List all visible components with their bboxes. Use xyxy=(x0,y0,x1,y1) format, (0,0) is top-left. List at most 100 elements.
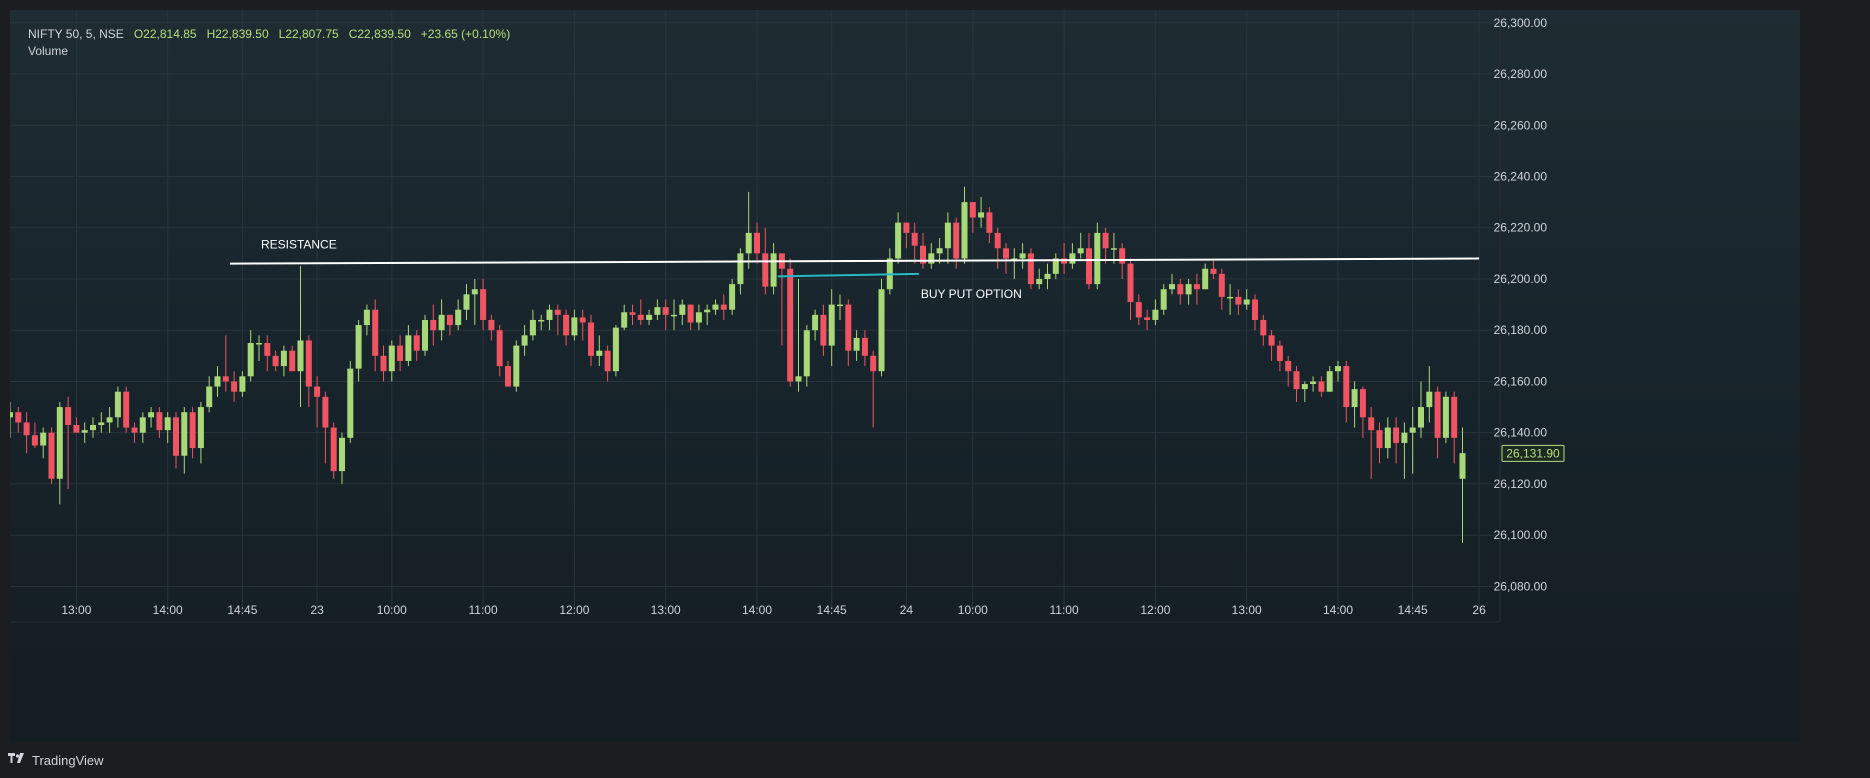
candle-body xyxy=(1376,430,1383,449)
candle-body xyxy=(1086,248,1092,285)
candle-body xyxy=(687,304,694,323)
candle-body xyxy=(1393,427,1400,443)
x-tick-label: 14:00 xyxy=(742,603,772,617)
candle-body xyxy=(671,314,677,317)
candle-body xyxy=(1310,381,1317,385)
candle-body xyxy=(65,407,72,425)
x-tick-label: 24 xyxy=(900,603,914,617)
candle-body xyxy=(621,312,628,328)
candle-body xyxy=(521,335,528,346)
candle-body xyxy=(222,376,229,382)
last-price-badge xyxy=(1501,444,1565,462)
candle-body xyxy=(754,232,760,254)
last-price-label: 26,131.90 xyxy=(1506,446,1560,460)
resistance-label: RESISTANCE xyxy=(261,238,337,252)
x-tick-label: 10:00 xyxy=(958,603,988,617)
candle-body xyxy=(812,314,819,331)
candle-body xyxy=(986,212,993,233)
candle-body xyxy=(588,322,594,356)
candle-body xyxy=(114,391,121,418)
candle-body xyxy=(1160,289,1167,310)
candle-body xyxy=(961,202,968,259)
candle-body xyxy=(422,319,428,351)
candle-body xyxy=(513,345,520,387)
candle-body xyxy=(73,424,80,433)
chart-plot-area[interactable]: 26,300.00 26,280.00 26,260.00 26,240.00 26,2… xyxy=(10,10,1800,742)
x-tick-label: 14:00 xyxy=(1323,603,1353,617)
tradingview-logo-icon[interactable] xyxy=(8,752,26,768)
candle-body xyxy=(920,245,926,264)
candle-body xyxy=(1036,278,1043,285)
candle-body xyxy=(31,435,38,446)
candle-body xyxy=(363,309,370,326)
volume-label[interactable]: Volume xyxy=(28,44,69,58)
candle-body xyxy=(173,417,179,456)
candle-body xyxy=(206,386,213,408)
y-tick-label: 26,200.00 xyxy=(1494,272,1548,286)
candle-body xyxy=(505,366,511,387)
candle-body xyxy=(1301,384,1308,390)
candle-body xyxy=(1260,319,1267,336)
candle-body xyxy=(471,289,478,295)
candle-body xyxy=(762,253,769,287)
candle-body xyxy=(446,314,453,326)
y-tick-label: 26,160.00 xyxy=(1494,374,1548,388)
candle-body xyxy=(936,248,943,254)
chart-legend: NIFTY 50, 5, NSE O22,814.85 H22,839.50 L… xyxy=(28,26,510,60)
candle-body xyxy=(720,304,727,310)
y-tick-label: 26,140.00 xyxy=(1494,426,1548,440)
candle-body xyxy=(1119,248,1126,264)
candle-body xyxy=(314,386,321,397)
candle-body xyxy=(563,314,570,336)
candle-body xyxy=(787,268,794,382)
y-tick-label: 26,240.00 xyxy=(1494,170,1548,184)
x-tick-label: 12:00 xyxy=(559,603,589,617)
candle-body xyxy=(1343,366,1350,408)
candle-body xyxy=(81,430,88,433)
candle-body xyxy=(612,327,619,372)
candle-body xyxy=(48,432,55,479)
candle-body xyxy=(737,253,744,285)
candle-body xyxy=(189,412,196,449)
candle-body xyxy=(372,309,379,356)
candle-body xyxy=(197,407,204,449)
low-value: L22,807.75 xyxy=(278,27,339,41)
candlestick-chart[interactable]: 26,300.00 26,280.00 26,260.00 26,240.00 26,2… xyxy=(10,10,1800,742)
y-tick-label: 26,180.00 xyxy=(1494,323,1548,337)
candle-body xyxy=(123,391,130,428)
x-tick-label: 13:00 xyxy=(651,603,681,617)
candle-body xyxy=(745,232,752,254)
candle-body xyxy=(239,376,246,392)
candle-body xyxy=(1418,407,1424,428)
change-value: +23.65 (+0.10%) xyxy=(420,27,511,41)
candle-body xyxy=(1193,284,1200,290)
y-tick-label: 26,300.00 xyxy=(1494,16,1548,30)
candle-body xyxy=(654,307,661,315)
candle-body xyxy=(397,345,404,361)
y-tick-label: 26,280.00 xyxy=(1494,67,1548,81)
candle-body xyxy=(1459,453,1466,479)
candle-body xyxy=(629,312,636,315)
candle-body xyxy=(729,284,736,310)
brand-name[interactable]: TradingView xyxy=(32,752,104,768)
candle-body xyxy=(480,289,487,320)
candle-body xyxy=(1318,381,1325,392)
candle-body xyxy=(994,232,1001,249)
candle-body xyxy=(1152,309,1159,320)
candle-body xyxy=(1227,296,1234,299)
candle-body xyxy=(845,304,852,351)
candle-body xyxy=(953,222,960,259)
high-value: H22,839.50 xyxy=(206,27,269,41)
candle-body xyxy=(297,340,304,372)
candle-body xyxy=(181,412,188,456)
candle-body xyxy=(803,330,810,377)
candle-body xyxy=(637,314,644,320)
candle-body xyxy=(870,355,877,372)
candle-body xyxy=(413,335,420,351)
candle-body xyxy=(828,304,835,346)
candle-body xyxy=(139,417,146,433)
candle-body xyxy=(488,319,495,331)
candle-body xyxy=(305,340,312,387)
candle-body xyxy=(496,330,503,367)
candle-body xyxy=(463,294,470,310)
